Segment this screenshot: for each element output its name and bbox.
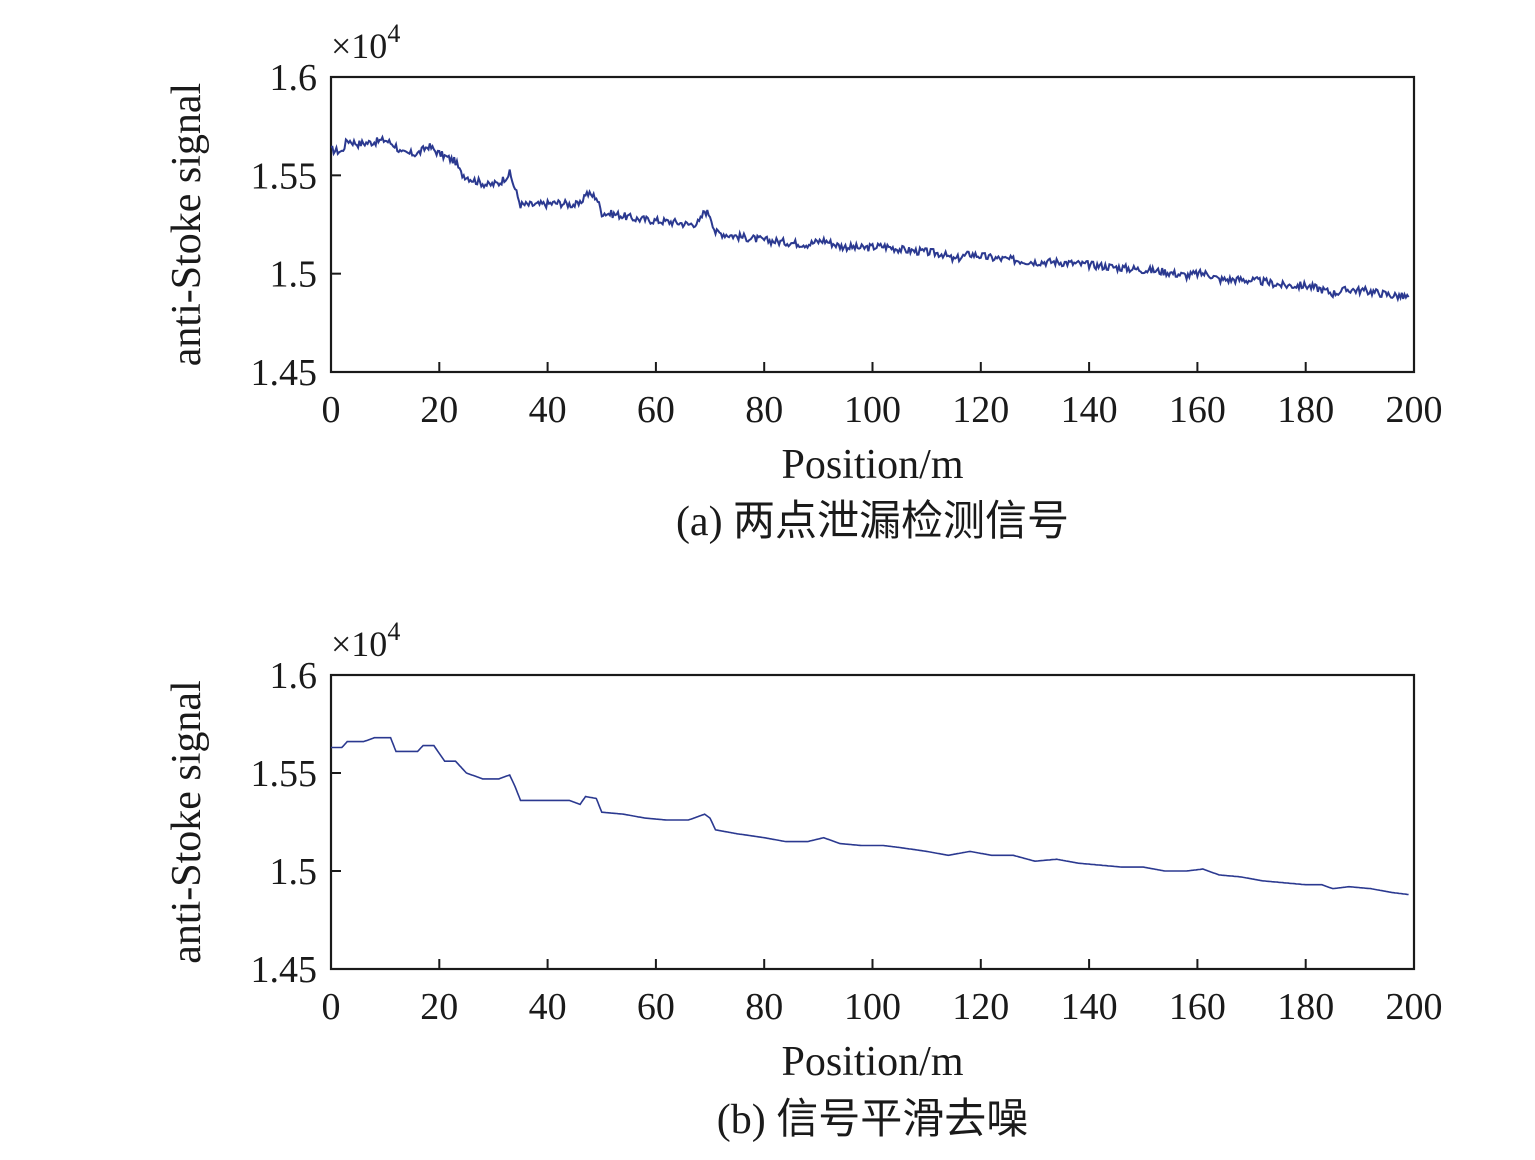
plot-frame [329, 673, 1416, 971]
series-line [331, 736, 1409, 896]
y-tick-label: 1.5 [270, 254, 318, 296]
y-ticks: 1.6 1.55 1.5 1.45 [251, 655, 341, 991]
y-axis-label: anti-Stoke signal [164, 680, 210, 963]
x-tick-label: 0 [322, 986, 341, 1028]
panel-caption: (b) 信号平滑去噪 [717, 1097, 1028, 1143]
x-ticks: 0 20 40 60 80 100 120 140 160 180 200 [322, 362, 1443, 431]
x-tick-label: 20 [420, 389, 458, 431]
x-tick-label: 180 [1277, 986, 1334, 1028]
y-tick-label: 1.5 [270, 851, 318, 893]
x-tick-label: 80 [745, 389, 783, 431]
x-tick-label: 140 [1061, 986, 1118, 1028]
panel-a: 1.6 1.55 1.5 1.45 0 20 40 60 80 100 120 140 160 180 2… [164, 19, 1443, 545]
y-exponent: ×104 [331, 617, 400, 664]
y-tick-label: 1.6 [270, 655, 318, 697]
y-axis-label: anti-Stoke signal [164, 83, 210, 366]
x-tick-label: 160 [1169, 389, 1226, 431]
series-line [331, 134, 1410, 303]
plot-frame [329, 75, 1416, 374]
x-tick-label: 200 [1386, 986, 1443, 1028]
x-tick-label: 60 [637, 986, 675, 1028]
panel-b: 1.6 1.55 1.5 1.45 0 20 40 60 80 100 120 140 160 180 2… [164, 617, 1443, 1143]
y-tick-label: 1.45 [251, 949, 318, 991]
x-tick-label: 80 [745, 986, 783, 1028]
y-ticks: 1.6 1.55 1.5 1.45 [251, 57, 341, 394]
x-tick-label: 40 [529, 986, 567, 1028]
y-tick-label: 1.6 [270, 57, 318, 99]
x-tick-label: 0 [322, 389, 341, 431]
x-tick-label: 120 [952, 986, 1009, 1028]
x-tick-label: 40 [529, 389, 567, 431]
x-tick-label: 200 [1386, 389, 1443, 431]
y-exponent: ×104 [331, 19, 400, 66]
x-tick-label: 100 [844, 986, 901, 1028]
x-axis-label: Position/m [781, 442, 963, 488]
x-ticks: 0 20 40 60 80 100 120 140 160 180 200 [322, 959, 1443, 1028]
x-tick-label: 20 [420, 986, 458, 1028]
x-tick-label: 180 [1277, 389, 1334, 431]
y-tick-label: 1.55 [251, 155, 318, 197]
x-tick-label: 120 [952, 389, 1009, 431]
x-tick-label: 60 [637, 389, 675, 431]
x-tick-label: 160 [1169, 986, 1226, 1028]
x-axis-label: Position/m [781, 1039, 963, 1085]
y-tick-label: 1.55 [251, 753, 318, 795]
x-tick-label: 140 [1061, 389, 1118, 431]
panel-caption: (a) 两点泄漏检测信号 [676, 498, 1069, 545]
x-tick-label: 100 [844, 389, 901, 431]
y-tick-label: 1.45 [251, 352, 318, 394]
